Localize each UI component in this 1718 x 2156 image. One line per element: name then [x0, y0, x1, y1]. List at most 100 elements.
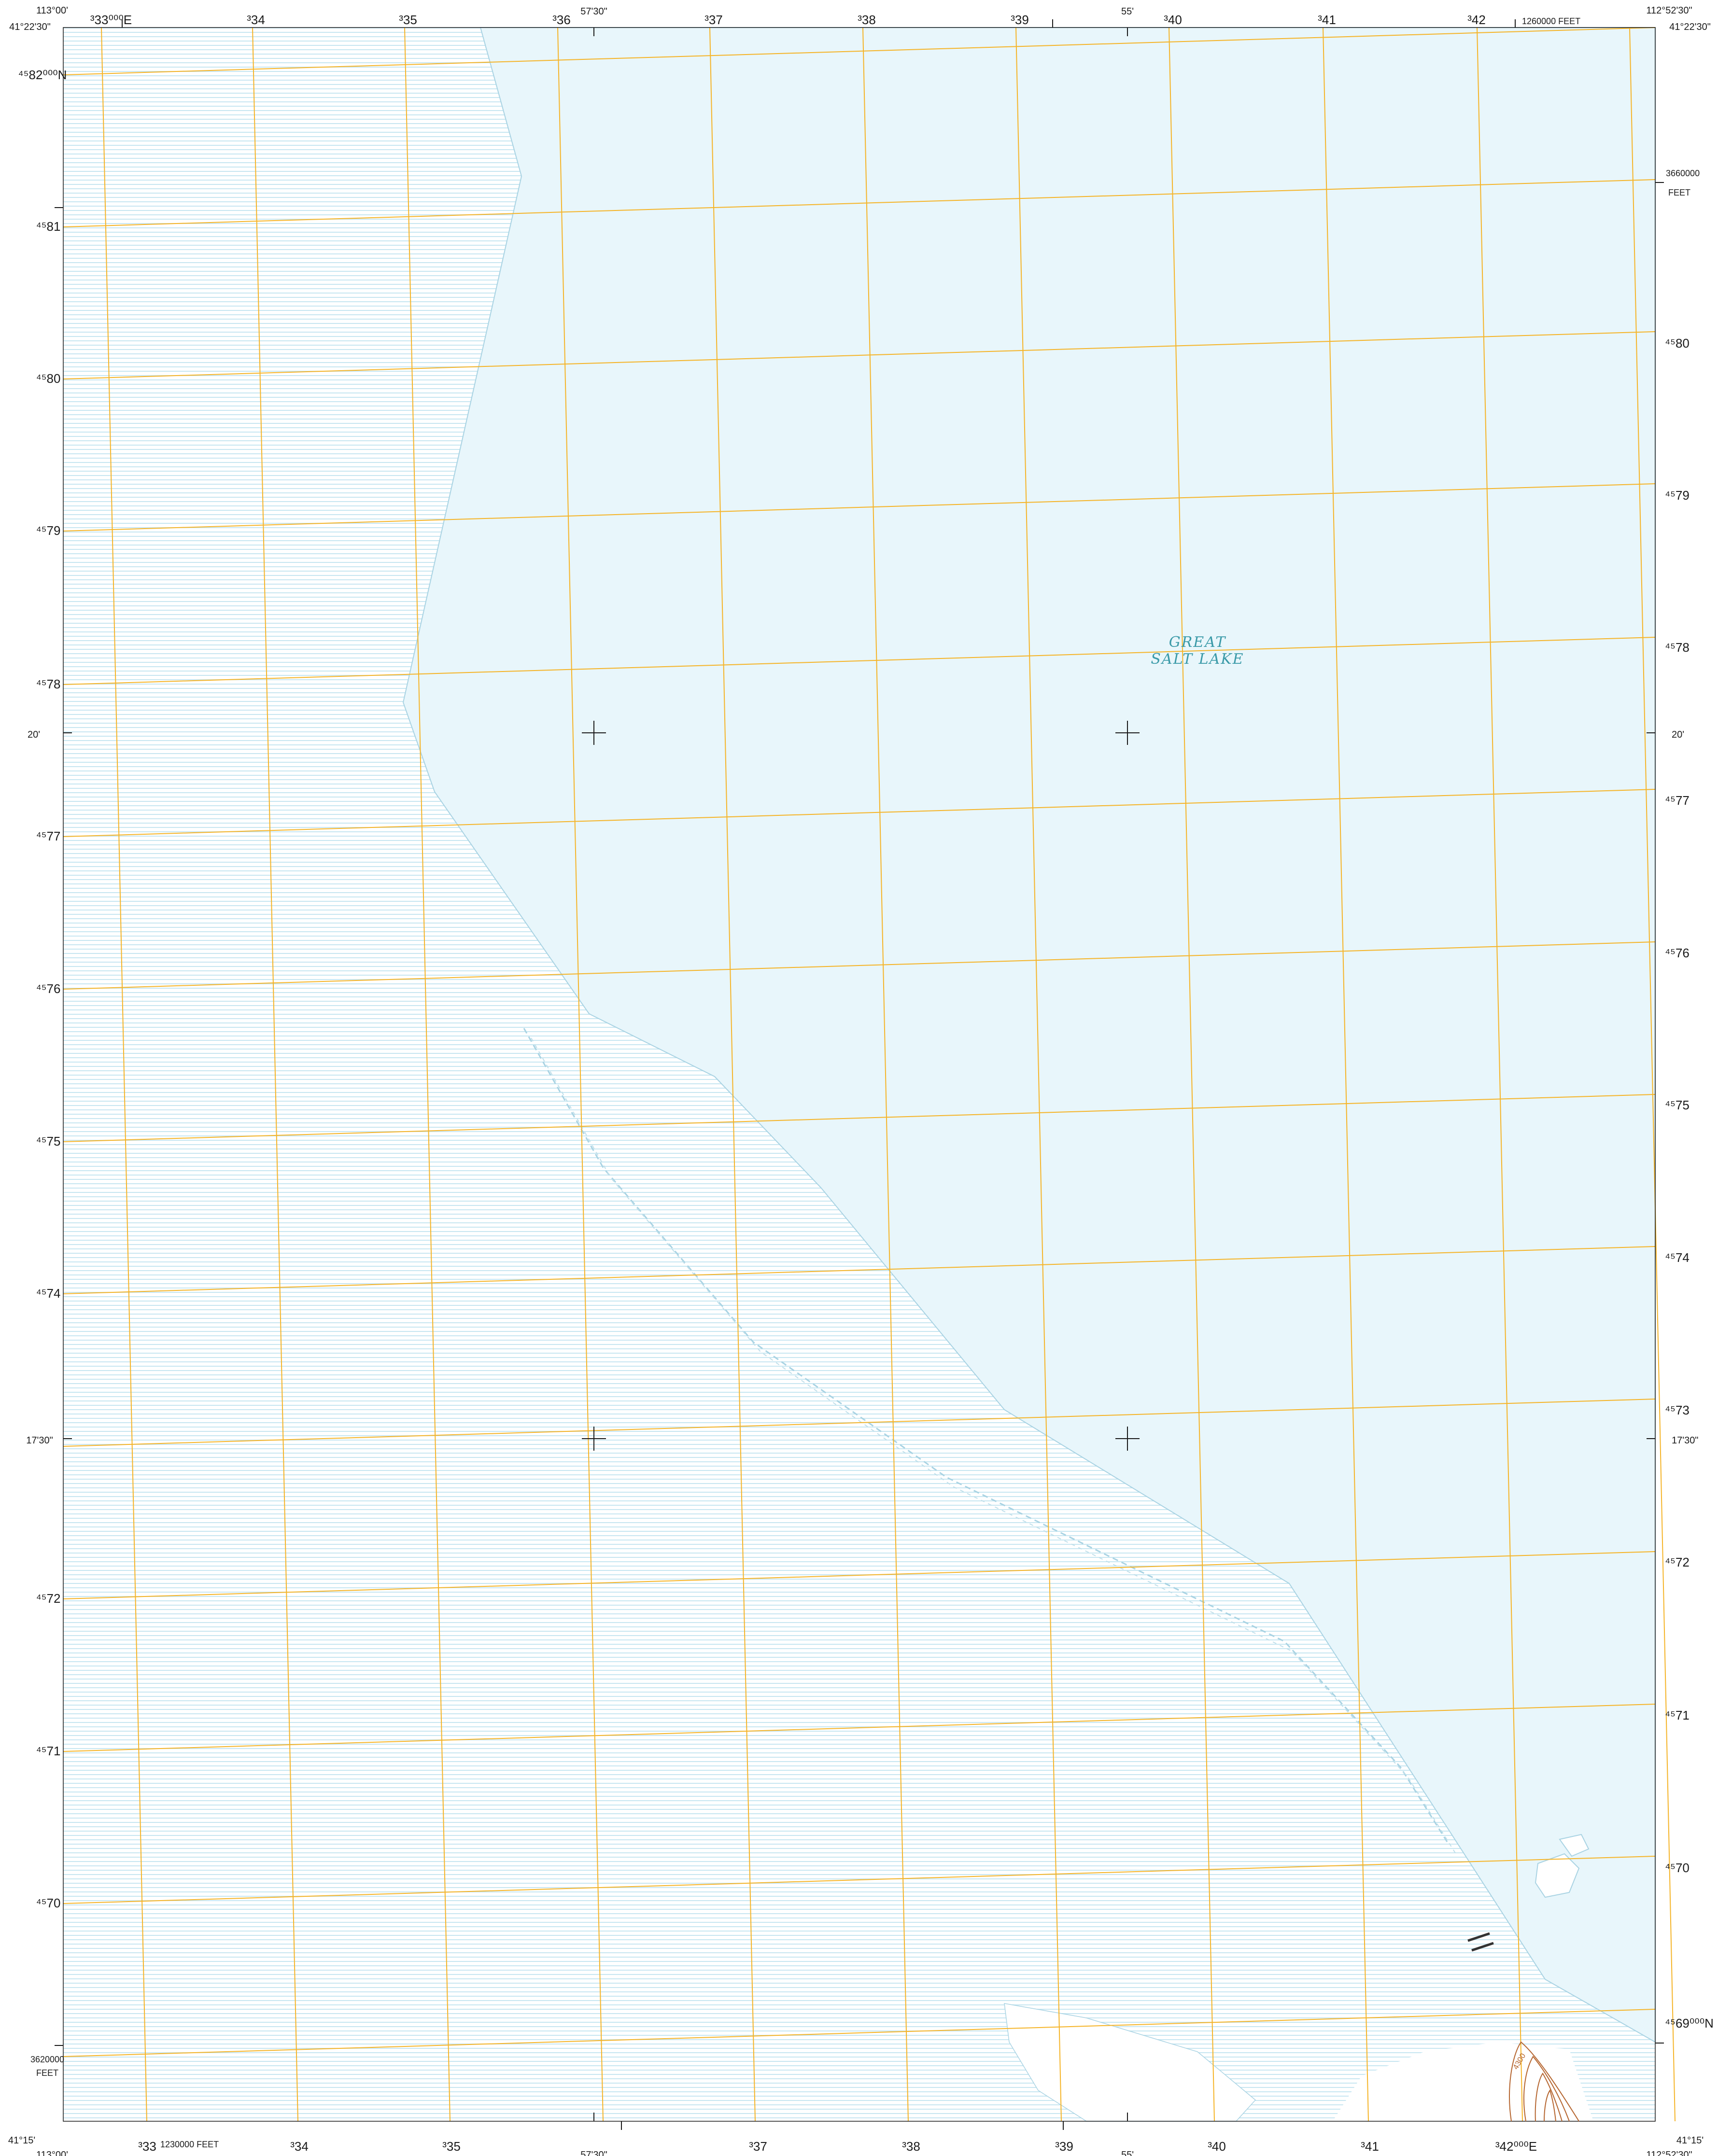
northing-grid-line	[63, 179, 1656, 227]
right-northing-labels: ⁴⁵80 ⁴⁵79 ⁴⁵78 ⁴⁵77 ⁴⁵76 ⁴⁵75 ⁴⁵74 ⁴⁵73 ⁴⁵72 ⁴⁵71…	[1665, 336, 1690, 1875]
easting-grid-line	[557, 27, 604, 2122]
northing-label: ⁴⁵73	[1665, 1403, 1690, 1417]
lon-tick-label: 55'	[1121, 2150, 1134, 2156]
northing-label: ⁴⁵78	[36, 677, 61, 691]
northing-label: ⁴⁵77	[1665, 793, 1690, 808]
easting-label: ³37	[704, 13, 723, 27]
corner-lat-label: 41°22'30"	[1669, 22, 1711, 32]
northing-label: ⁴⁵77	[36, 829, 61, 843]
trail	[531, 1037, 1456, 1854]
map-neatline	[63, 27, 1656, 2122]
northing-grid-line	[63, 1399, 1656, 1447]
corner-lat-label: 41°22'30"	[9, 22, 51, 32]
lon-tick-label: 57'30"	[580, 6, 607, 17]
lat-tick-label: 17'30"	[26, 1435, 53, 1446]
easting-label: ³41	[1318, 13, 1336, 27]
corner-lon-label: 113°00'	[36, 5, 68, 16]
northing-label: ⁴⁵71	[36, 1744, 61, 1758]
corner-lon-label: 112°52'30"	[1646, 5, 1692, 16]
easting-grid-line	[1169, 27, 1215, 2122]
easting-label: ³38	[858, 13, 876, 27]
state-plane-label: 3660000	[1666, 168, 1700, 178]
easting-label: ³33	[138, 2139, 156, 2154]
northing-grid-line	[63, 637, 1656, 685]
northing-grid-line	[63, 1551, 1656, 1599]
graticule-crosses	[582, 721, 1140, 1451]
easting-label: ³38	[902, 2139, 920, 2154]
state-plane-label: 3620000	[30, 2055, 64, 2064]
easting-label: ³41	[1361, 2139, 1379, 2154]
easting-grid-line	[1477, 27, 1523, 2122]
northing-label: ⁴⁵80	[1665, 336, 1690, 350]
northing-grid-line	[63, 1704, 1656, 1752]
corner-lon-label: 112°52'30"	[1646, 2150, 1692, 2156]
easting-label: ³39	[1055, 2139, 1073, 2154]
easting-label: ³40	[1164, 13, 1182, 27]
easting-grid-line	[252, 27, 298, 2122]
easting-label: ³42	[1467, 13, 1486, 27]
easting-label: ³34	[247, 13, 265, 27]
lat-tick-label: 17'30"	[1672, 1435, 1698, 1446]
northing-label: ⁴⁵76	[1665, 946, 1690, 960]
state-plane-label: FEET	[1668, 188, 1690, 197]
shore-land	[1333, 2042, 1593, 2121]
easting-label: ³42⁰⁰⁰E	[1495, 2139, 1537, 2154]
state-plane-label: 1260000 FEET	[1522, 16, 1580, 26]
northing-label: ⁴⁵82⁰⁰⁰N	[18, 68, 67, 82]
lake-name: GREAT	[1169, 634, 1226, 651]
lake-name: SALT LAKE	[1151, 651, 1244, 668]
easting-label: ³40	[1208, 2139, 1226, 2154]
easting-grid-line	[1015, 27, 1062, 2122]
northing-label: ⁴⁵71	[1665, 1708, 1690, 1722]
easting-grid-line	[1629, 27, 1676, 2122]
northing-label: ⁴⁵75	[1665, 1098, 1690, 1112]
utm-grid	[63, 27, 1676, 2122]
island	[1559, 1834, 1590, 1857]
bottom-easting-labels: ³33 ³34 ³35 ³37 ³38 ³39 ³40 ³41	[138, 2139, 1379, 2154]
left-northing-labels: ⁴⁵81 ⁴⁵80 ⁴⁵79 ⁴⁵78 ⁴⁵77 ⁴⁵76 ⁴⁵75 ⁴⁵74 ⁴⁵72 ⁴⁵71…	[36, 219, 61, 1910]
northing-grid-line	[63, 27, 1656, 75]
easting-grid-line	[1323, 27, 1369, 2122]
northing-grid-line	[63, 331, 1656, 379]
corner-lat-label: 41°15'	[8, 2135, 35, 2146]
northing-grid-line	[63, 789, 1656, 837]
easting-label: ³37	[749, 2139, 767, 2154]
northing-grid-line	[63, 1246, 1656, 1294]
corner-lat-label: 41°15'	[1676, 2135, 1704, 2146]
northing-label: ⁴⁵79	[36, 523, 61, 538]
northing-label: ⁴⁵76	[36, 981, 61, 996]
contour-lines	[1509, 2041, 1579, 2122]
easting-label: ³35	[442, 2139, 461, 2154]
northing-grid-line	[63, 2009, 1656, 2057]
easting-grid-line	[709, 27, 756, 2122]
northing-label: ⁴⁵81	[36, 219, 61, 234]
state-plane-label: 1230000 FEET	[160, 2140, 219, 2149]
structure-symbol	[1467, 1932, 1494, 1952]
easting-grid-line	[862, 27, 909, 2122]
northing-label: ⁴⁵78	[1665, 640, 1690, 655]
northing-grid-line	[63, 941, 1656, 990]
northing-label: ⁴⁵80	[36, 371, 61, 386]
corner-lon-label: 113°00'	[36, 2150, 68, 2156]
lat-tick-label: 20'	[1672, 729, 1684, 740]
lon-tick-label: 55'	[1121, 6, 1134, 17]
easting-grid-line	[101, 27, 147, 2122]
top-easting-labels: ³34 ³35 ³36 ³37 ³38 ³39 ³40 ³41 ³42	[247, 13, 1486, 27]
great-salt-lake-water	[402, 27, 1656, 2043]
state-plane-label: FEET	[36, 2068, 58, 2078]
easting-label: ³33⁰⁰⁰E	[90, 13, 132, 27]
lon-tick-label: 57'30"	[580, 2150, 607, 2156]
northing-label: ⁴⁵75	[36, 1134, 61, 1148]
edge-ticks	[55, 19, 1664, 2130]
northing-label: ⁴⁵72	[36, 1591, 61, 1606]
northing-grid-line	[63, 1094, 1656, 1142]
northing-label: ⁴⁵79	[1665, 488, 1690, 503]
northing-label: ⁴⁵70	[1665, 1861, 1690, 1875]
northing-grid-line	[63, 1856, 1656, 1904]
easting-label: ³39	[1011, 13, 1029, 27]
island	[1535, 1853, 1580, 1898]
northing-label: ⁴⁵72	[1665, 1555, 1690, 1569]
northing-label: ⁴⁵69⁰⁰⁰N	[1665, 2016, 1714, 2030]
northing-label: ⁴⁵70	[36, 1896, 61, 1910]
